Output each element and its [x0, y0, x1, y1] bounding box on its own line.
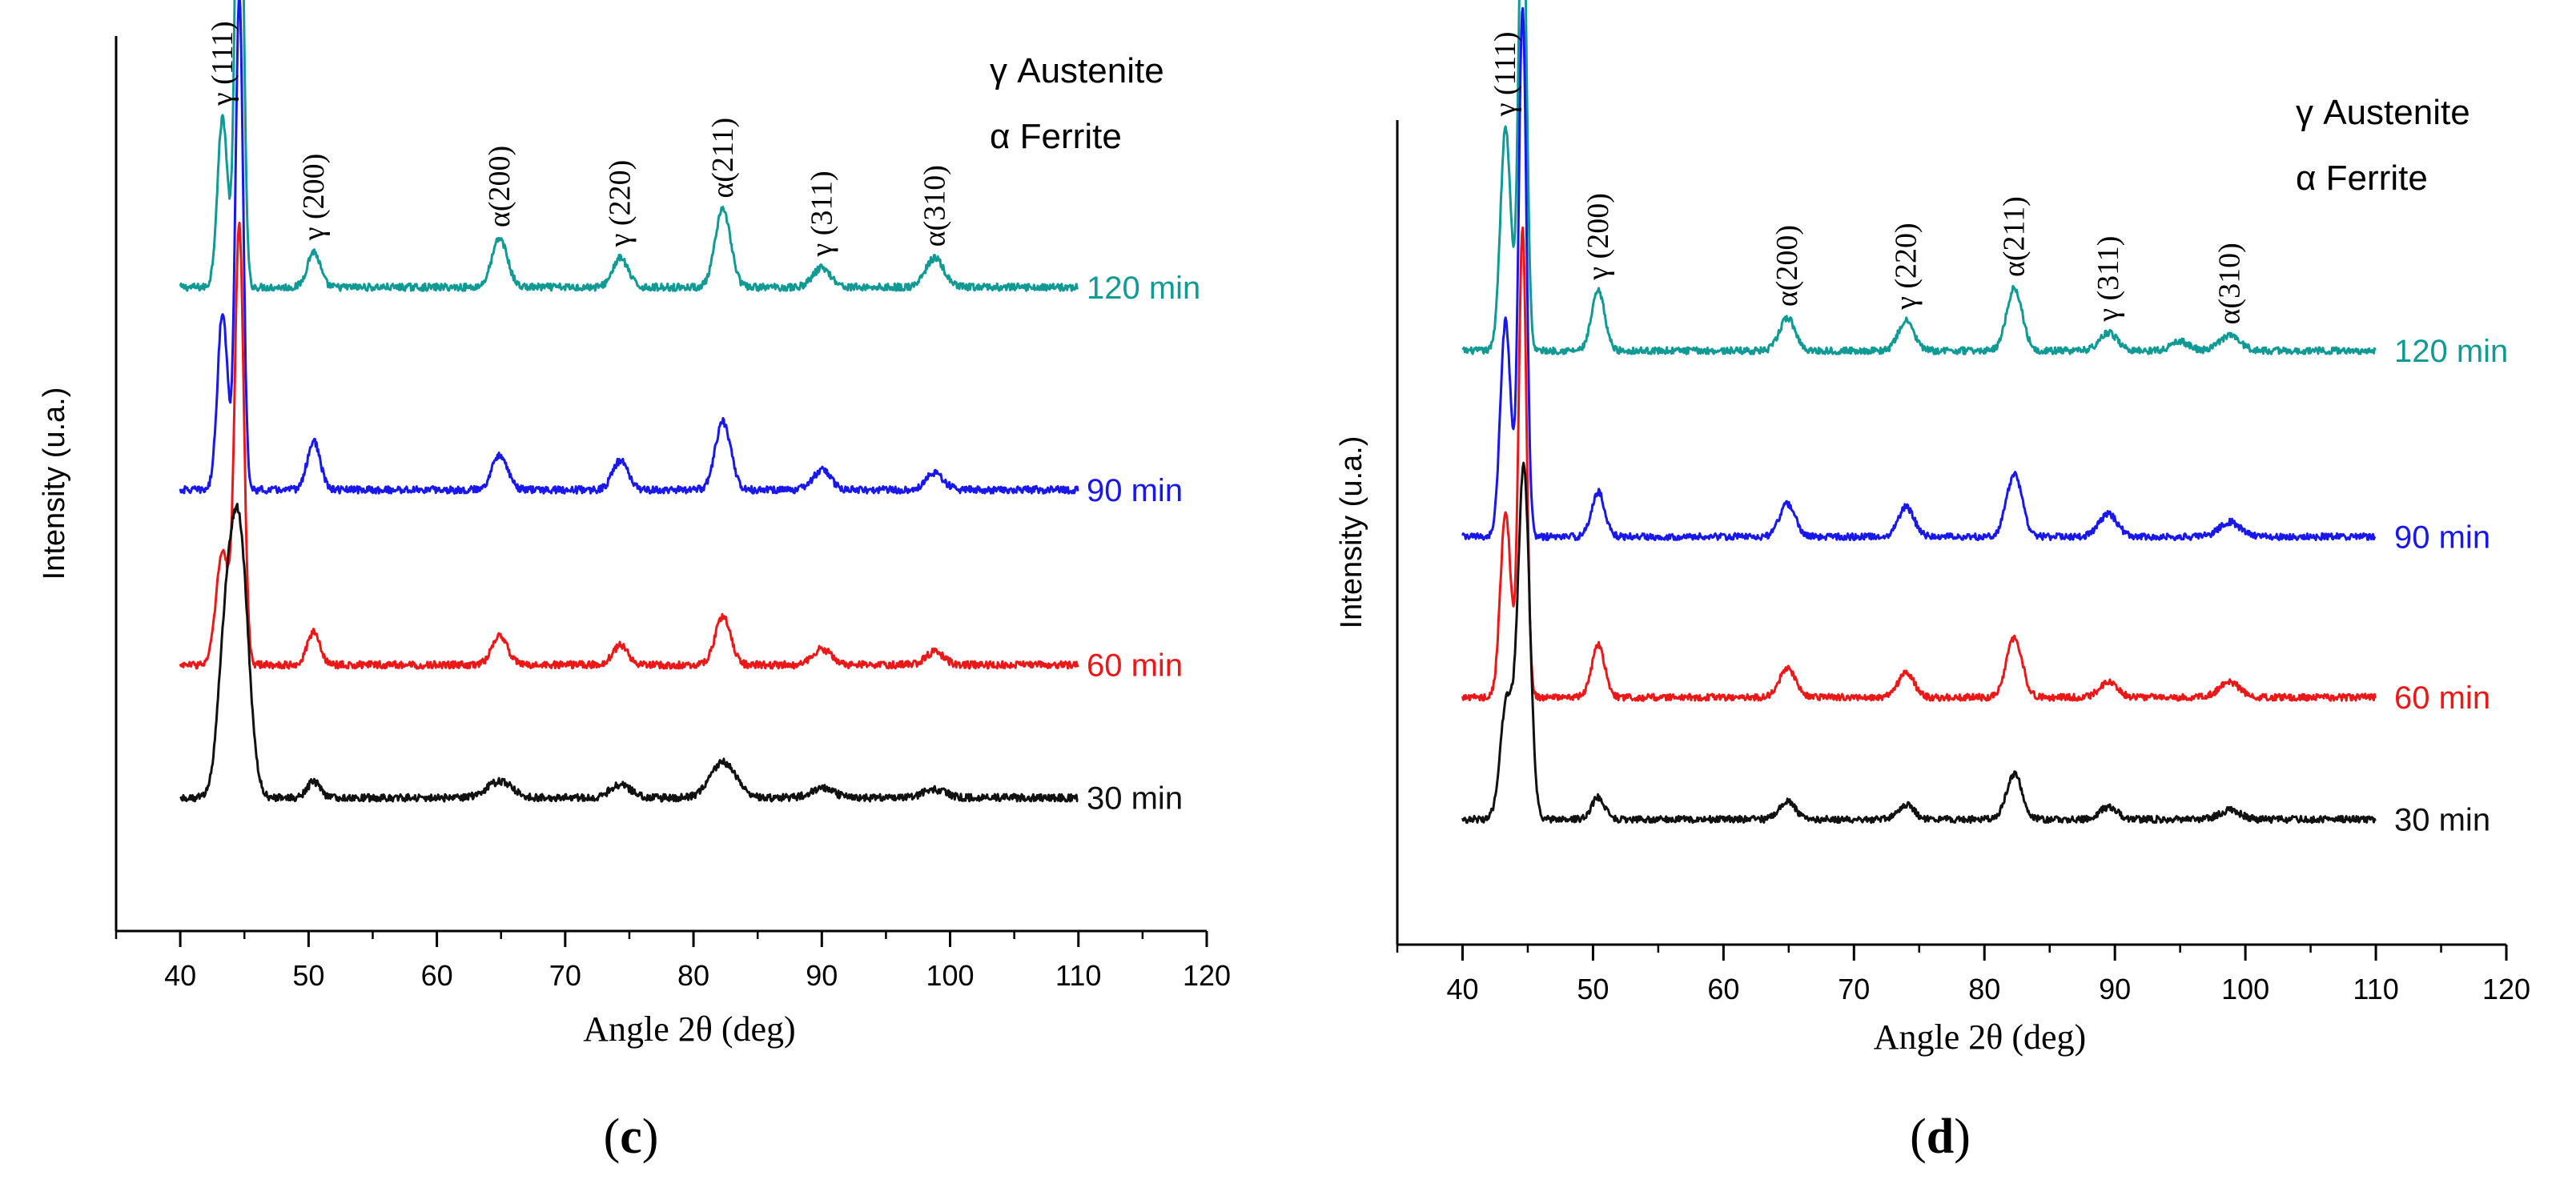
- x-tick-label: 80: [677, 959, 709, 992]
- series-line-60-min: [179, 221, 1079, 670]
- series-label: 30 min: [2394, 802, 2490, 837]
- x-tick-label: 120: [1183, 959, 1231, 992]
- peak-annotation: γ (311): [2092, 236, 2125, 323]
- series-line-120-min: [179, 0, 1079, 292]
- series-label: 120 min: [1087, 271, 1200, 306]
- series-label: 60 min: [1087, 648, 1183, 684]
- peak-annotation: α(200): [483, 146, 516, 227]
- legend-entry: α Ferrite: [990, 117, 1122, 156]
- xrd-panel-c: 40 50 60 70 80 90 100 110 120 Angle 2θ (deg) Inten…: [38, 0, 1231, 1164]
- peak-annotation: α(310): [2213, 243, 2247, 324]
- panel-letter: c: [620, 1110, 642, 1164]
- x-tick-label: 60: [421, 959, 453, 992]
- legend-entry: γ Austenite: [2296, 93, 2470, 132]
- peak-annotation: α(310): [918, 165, 951, 247]
- series-line-30-min: [1461, 461, 2377, 825]
- peak-annotation: γ (111): [206, 21, 239, 106]
- x-tick-label: 90: [806, 959, 838, 992]
- x-tick-label: 100: [2221, 973, 2269, 1005]
- panel-letter: d: [1927, 1110, 1954, 1164]
- peak-annotation: γ (200): [1581, 193, 1615, 281]
- series-line-30-min: [179, 503, 1079, 803]
- x-tick-label: 110: [2353, 973, 2398, 1005]
- series-line-90-min: [179, 0, 1079, 495]
- peak-annotation: γ (200): [297, 154, 331, 242]
- x-axis-title: Angle 2θ (deg): [1874, 1017, 2086, 1057]
- x-tick-label: 90: [2099, 973, 2131, 1005]
- series-label: 90 min: [2394, 520, 2490, 555]
- x-tick-label: 80: [1968, 973, 2000, 1005]
- legend-entry: γ Austenite: [990, 51, 1164, 90]
- series-label: 90 min: [1087, 473, 1183, 508]
- peak-annotation: α(211): [706, 118, 740, 199]
- x-axis-title: Angle 2θ (deg): [583, 1009, 795, 1049]
- x-tick-label: 60: [1707, 973, 1739, 1005]
- peak-annotation: γ (311): [805, 171, 838, 257]
- series-line-60-min: [1461, 226, 2377, 702]
- x-tick-label: 40: [164, 959, 196, 992]
- xrd-panel-d: 40 50 60 70 80 90 100 110 120 Angle 2θ (deg) Inten…: [1335, 0, 2530, 1164]
- x-tick-label: 70: [549, 959, 581, 992]
- x-tick-label: 110: [1055, 959, 1101, 992]
- panel-label: (c): [604, 1110, 659, 1164]
- peak-annotation: γ (220): [1889, 223, 1923, 311]
- series-line-120-min: [1461, 0, 2377, 355]
- series-label: 30 min: [1087, 781, 1183, 817]
- series-line-90-min: [1461, 6, 2377, 541]
- x-tick-label: 70: [1838, 973, 1870, 1005]
- x-tick-label: 50: [1577, 973, 1609, 1005]
- series-label: 60 min: [2394, 680, 2490, 716]
- x-tick-label: 50: [292, 959, 324, 992]
- x-tick-label: 40: [1446, 973, 1478, 1005]
- series-label: 120 min: [2394, 334, 2508, 369]
- peak-annotation: α(211): [1998, 196, 2031, 277]
- peak-annotation: γ (111): [1489, 31, 1522, 117]
- peak-annotation: γ (220): [604, 160, 637, 248]
- x-tick-label: 120: [2482, 973, 2530, 1005]
- y-axis-title: Intensity (u.a.): [38, 387, 71, 580]
- y-axis-title: Intensity (u.a.): [1335, 436, 1368, 629]
- x-tick-label: 100: [926, 959, 974, 992]
- panel-label: (d): [1910, 1110, 1971, 1164]
- legend-entry: α Ferrite: [2296, 159, 2428, 198]
- peak-annotation: α(200): [1770, 225, 1804, 307]
